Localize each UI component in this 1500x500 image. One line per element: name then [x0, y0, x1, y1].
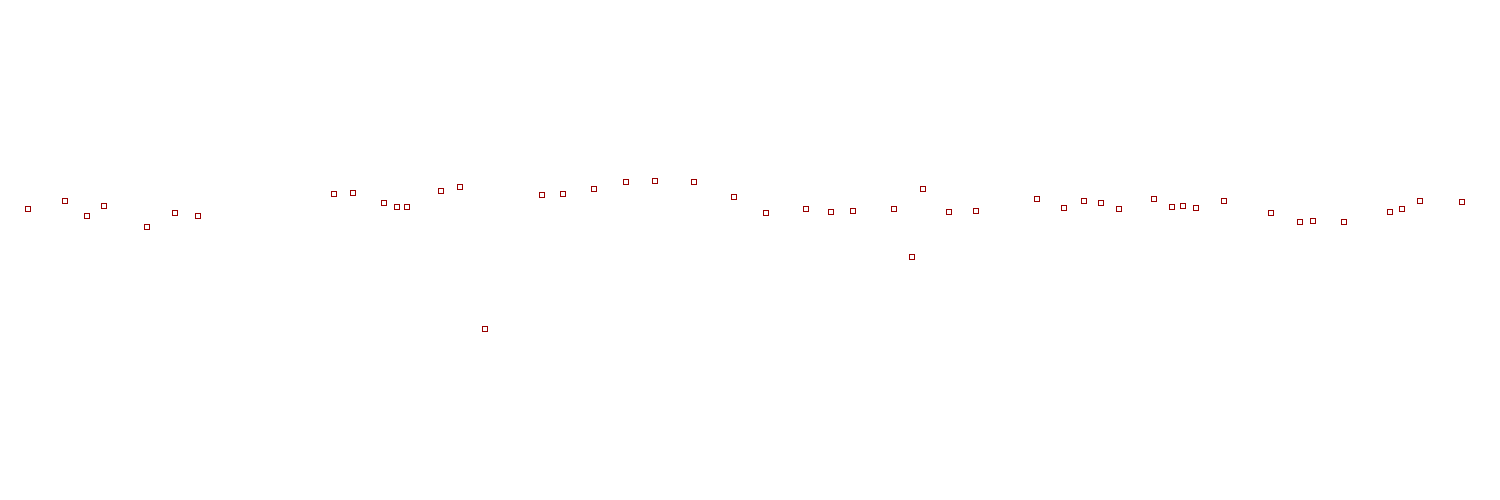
point	[1268, 210, 1274, 216]
point	[172, 210, 178, 216]
point	[803, 206, 809, 212]
point	[1221, 198, 1227, 204]
point	[1387, 209, 1393, 215]
point	[920, 186, 926, 192]
point	[195, 213, 201, 219]
point	[1180, 203, 1186, 209]
point	[731, 194, 737, 200]
point	[331, 191, 337, 197]
point	[457, 184, 463, 190]
point	[1297, 219, 1303, 225]
point	[1193, 205, 1199, 211]
point	[539, 192, 545, 198]
point	[144, 224, 150, 230]
point	[1341, 219, 1347, 225]
point	[381, 200, 387, 206]
point	[623, 179, 629, 185]
point	[850, 208, 856, 214]
point	[652, 178, 658, 184]
point	[1399, 206, 1405, 212]
point	[62, 198, 68, 204]
point	[891, 206, 897, 212]
point	[1169, 204, 1175, 210]
point	[1417, 198, 1423, 204]
point	[1061, 205, 1067, 211]
point	[1098, 200, 1104, 206]
point	[394, 204, 400, 210]
point	[591, 186, 597, 192]
point	[691, 179, 697, 185]
point	[946, 209, 952, 215]
point	[1116, 206, 1122, 212]
point	[1034, 196, 1040, 202]
point	[973, 208, 979, 214]
point	[828, 209, 834, 215]
point	[909, 254, 915, 260]
point	[1310, 218, 1316, 224]
point	[438, 188, 444, 194]
point	[350, 190, 356, 196]
point	[763, 210, 769, 216]
point	[1081, 198, 1087, 204]
point	[25, 206, 31, 212]
point	[482, 326, 488, 332]
point	[404, 204, 410, 210]
point	[101, 203, 107, 209]
point	[84, 213, 90, 219]
point	[560, 191, 566, 197]
point	[1151, 196, 1157, 202]
point	[1459, 199, 1465, 205]
